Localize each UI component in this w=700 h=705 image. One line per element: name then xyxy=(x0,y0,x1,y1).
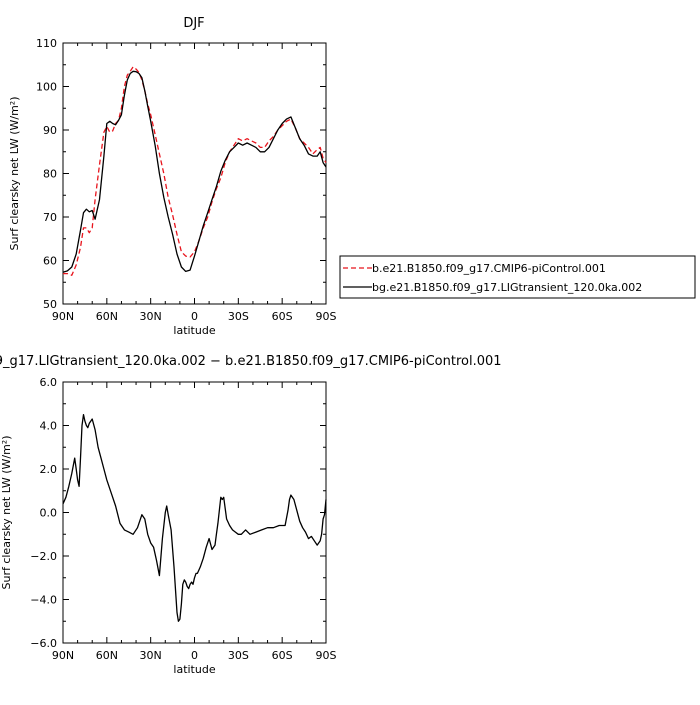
x-tick-label: 30S xyxy=(228,649,249,662)
series-line-1 xyxy=(62,413,327,622)
x-tick-label: 0 xyxy=(191,649,198,662)
y-tick-label: −2.0 xyxy=(30,550,57,563)
x-tick-label: 60S xyxy=(272,649,293,662)
y-tick-label: 4.0 xyxy=(40,420,58,433)
x-tick-label: 60N xyxy=(96,310,118,323)
y-axis-label: Surf clearsky net LW (W/m²) xyxy=(0,435,13,589)
plot-frame xyxy=(62,381,327,644)
legend-label-2: bg.e21.B1850.f09_g17.LIGtransient_120.0k… xyxy=(372,281,642,294)
legend: b.e21.B1850.f09_g17.CMIP6-piControl.001b… xyxy=(339,255,696,299)
x-tick-label: 30N xyxy=(140,310,162,323)
y-tick-label: 0.0 xyxy=(40,507,58,520)
legend-label-1: b.e21.B1850.f09_g17.CMIP6-piControl.001 xyxy=(372,262,606,275)
x-tick-label: 90S xyxy=(316,649,337,662)
y-tick-label: 80 xyxy=(43,168,57,181)
x-tick-label: 90N xyxy=(52,649,74,662)
y-tick-label: 70 xyxy=(43,211,57,224)
x-axis-label: latitude xyxy=(173,663,215,676)
y-tick-label: 60 xyxy=(43,255,57,268)
chart-title: DJF xyxy=(183,16,204,31)
y-tick-label: 50 xyxy=(43,298,57,311)
chart-title: bg.e21.B1850.f09_g17.LIGtransient_120.0k… xyxy=(0,354,502,369)
x-tick-label: 60S xyxy=(272,310,293,323)
x-tick-label: 30N xyxy=(140,649,162,662)
x-tick-label: 30S xyxy=(228,310,249,323)
y-axis-label: Surf clearsky net LW (W/m²) xyxy=(8,96,21,250)
y-tick-label: 100 xyxy=(36,81,57,94)
y-tick-label: 6.0 xyxy=(40,376,58,389)
legend-box xyxy=(339,255,696,299)
x-tick-label: 90N xyxy=(52,310,74,323)
bottom-panel: 90N 60N 30N 0 30S 60S 90S −6.0 −4.0 −2.0 0.0 2.0 4.0… xyxy=(0,354,502,676)
y-tick-label: 90 xyxy=(43,124,57,137)
series-line-1 xyxy=(63,66,327,276)
x-tick-label: 90S xyxy=(316,310,337,323)
x-tick-label: 60N xyxy=(96,649,118,662)
y-tick-label: −4.0 xyxy=(30,594,57,607)
series-line-2 xyxy=(62,70,327,273)
x-tick-label: 0 xyxy=(191,310,198,323)
y-tick-label: 2.0 xyxy=(40,463,58,476)
y-tick-label: 110 xyxy=(36,37,57,50)
x-axis-label: latitude xyxy=(173,324,215,337)
y-tick-label: −6.0 xyxy=(30,637,57,650)
top-panel: 90N 60N 30N 0 30S 60S 90S 50 60 70 80 90 100 110 latit… xyxy=(8,16,337,337)
